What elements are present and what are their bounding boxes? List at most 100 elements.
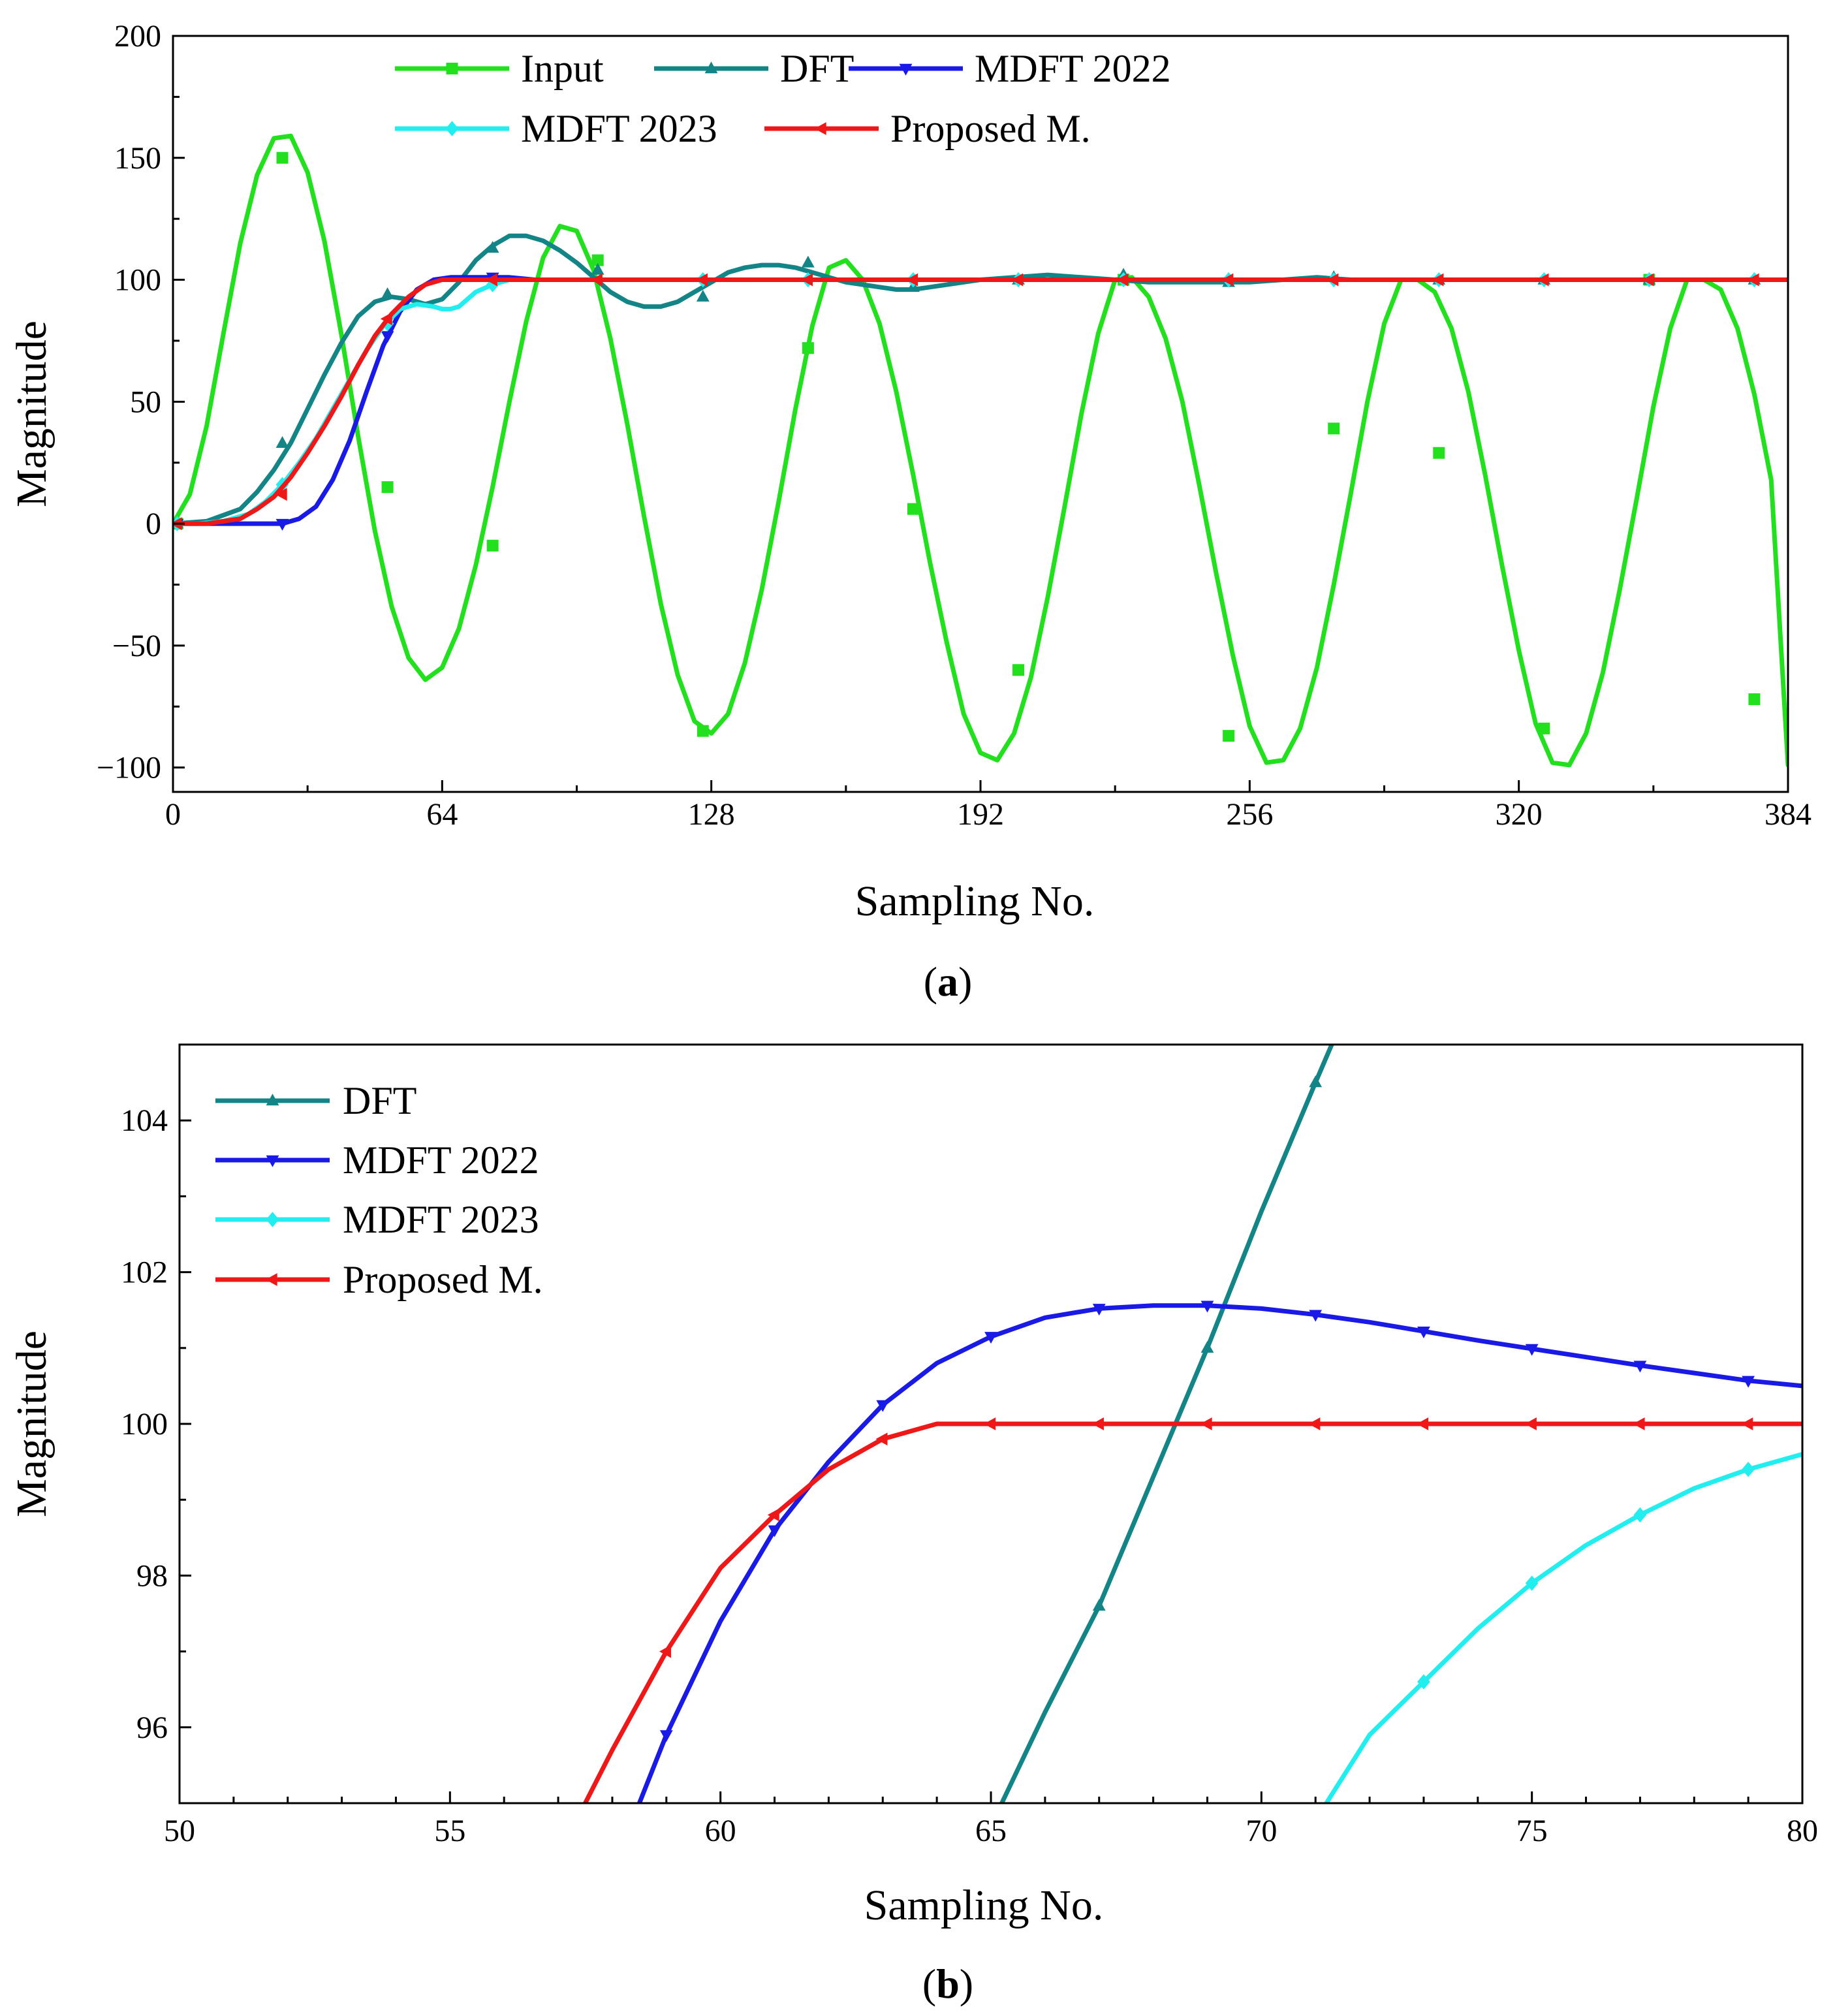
panel-a-y-tick-label-5: 150 xyxy=(114,141,161,176)
panel-a-mdft-2022-marker-1 xyxy=(275,518,289,531)
panel-b-legend-marker-mdft-2022 xyxy=(266,1155,279,1167)
panel-a-legend-marker-input xyxy=(446,63,458,74)
panel-a-y-tick-label-3: 50 xyxy=(130,385,161,419)
panel-a-y-tick-label-2: 0 xyxy=(146,507,161,541)
panel-a-y-axis-title: Magnitude xyxy=(8,321,55,507)
panel-a-label-letter: a xyxy=(937,958,958,1005)
panel-b-y-tick-label-4: 104 xyxy=(121,1103,168,1138)
panel-a-y-tick-label-0: −100 xyxy=(97,751,161,785)
panel-b-dft-marker-1 xyxy=(1200,1341,1214,1353)
panel-a-legend-marker-proposed-m xyxy=(814,122,826,135)
panel-b-y-tick-label-0: 96 xyxy=(136,1710,168,1745)
panel-a-proposed-m-marker-5 xyxy=(695,273,708,287)
panel-a: 0 64 128 192 256 320 384 −100 −50 0 50 100 150 200 In… xyxy=(8,19,1811,1005)
panel-b-x-tick-label-1: 55 xyxy=(434,1814,465,1848)
panel-a-dft-marker-6 xyxy=(801,255,815,268)
panel-b-x-tick-label-4: 70 xyxy=(1246,1814,1277,1848)
panel-a-proposed-m-marker-14 xyxy=(1642,273,1654,287)
panel-b-legend-marker-proposed-m xyxy=(265,1273,277,1286)
panel-b-y-tick-label-3: 102 xyxy=(121,1255,168,1290)
panel-a-legend-item-input: Input xyxy=(395,47,604,90)
panel-b-mdft-2023-marker-0 xyxy=(1417,1674,1430,1690)
panel-b-mdft-2022-marker-8 xyxy=(1525,1344,1539,1356)
panel-b-series xyxy=(583,1045,1802,1803)
panel-a-proposed-m-marker-13 xyxy=(1537,273,1549,287)
panel-a-legend-item-proposed-m: Proposed M. xyxy=(764,107,1091,150)
panel-a-series xyxy=(173,133,1788,768)
panel-b-ticks: 50 55 60 65 70 75 80 96 98 100 102 104 xyxy=(121,1103,1818,1848)
panel-a-input-line xyxy=(173,133,1788,768)
panel-b-proposed-m-marker-1 xyxy=(767,1508,779,1522)
panel-b-label-letter: b xyxy=(936,1961,960,2007)
panel-b-mdft-2022-marker-6 xyxy=(1309,1310,1323,1322)
panel-a-legend-marker-mdft-2022 xyxy=(899,63,913,76)
panel-a-legend-label-mdft-2023: MDFT 2023 xyxy=(521,107,717,150)
panel-b-y-tick-label-2: 100 xyxy=(121,1407,168,1441)
panel-b-proposed-m-marker-6 xyxy=(1308,1417,1321,1430)
panel-a-dft-marker-1 xyxy=(275,436,289,449)
panel-a-input-marker-13 xyxy=(1538,722,1550,734)
panel-a-x-axis-title: Sampling No. xyxy=(855,877,1095,925)
panel-a-proposed-m-marker-10 xyxy=(1221,273,1234,287)
panel-b-mdft-2022-marker-7 xyxy=(1417,1327,1430,1339)
panel-a-proposed-m-marker-2 xyxy=(380,312,392,326)
panel-b-dft-line xyxy=(999,1045,1334,1803)
panel-a-x-tick-label-0: 0 xyxy=(165,797,181,832)
panel-a-ticks: 0 64 128 192 256 320 384 −100 −50 0 50 100 150 200 xyxy=(97,19,1811,832)
panel-b-legend-marker-mdft-2023 xyxy=(266,1212,279,1227)
panel-b-mdft-2022-marker-10 xyxy=(1742,1376,1755,1388)
panel-b-proposed-m-marker-2 xyxy=(875,1432,888,1446)
panel-a-proposed-m-marker-12 xyxy=(1432,273,1444,287)
panel-b-mdft-2022-line xyxy=(636,1303,1802,1803)
panel-a-legend-marker-dft xyxy=(704,61,718,74)
panel-a-y-tick-label-1: −50 xyxy=(112,629,161,663)
panel-b-mdft-2023-marker-3 xyxy=(1742,1462,1755,1477)
panel-b-mdft-2023-marker-2 xyxy=(1633,1507,1647,1523)
panel-a-legend-label-mdft-2022: MDFT 2022 xyxy=(975,47,1171,90)
panel-b-legend-label-dft: DFT xyxy=(343,1079,416,1122)
panel-b-proposed-m-marker-5 xyxy=(1200,1417,1212,1430)
panel-a-legend-item-mdft-2022: MDFT 2022 xyxy=(849,47,1171,90)
panel-a-x-tick-label-5: 320 xyxy=(1496,797,1543,832)
panel-a-series-mdft-2022 xyxy=(173,272,1788,531)
panel-a-input-marker-5 xyxy=(697,725,709,737)
panel-a-proposed-m-marker-6 xyxy=(801,273,813,287)
panel-b-legend-item-mdft-2023: MDFT 2023 xyxy=(215,1198,539,1241)
panel-b-legend-item-mdft-2022: MDFT 2022 xyxy=(215,1139,539,1182)
panel-a-legend-label-proposed-m: Proposed M. xyxy=(890,107,1091,150)
panel-a-series-input xyxy=(173,133,1788,768)
panel-a-mdft-2022-marker-2 xyxy=(381,331,394,343)
panel-a-proposed-m-marker-9 xyxy=(1116,273,1129,287)
panel-a-legend-marker-mdft-2023 xyxy=(445,121,459,136)
panel-a-proposed-m-marker-11 xyxy=(1326,273,1339,287)
panel-b-x-tick-label-2: 60 xyxy=(705,1814,736,1848)
panel-a-input-marker-15 xyxy=(1748,693,1761,706)
panel-b-series-mdft-2023 xyxy=(1324,1452,1802,1803)
panel-a-legend-item-mdft-2023: MDFT 2023 xyxy=(395,107,717,150)
panel-b-series-mdft-2022 xyxy=(636,1300,1802,1803)
panel-b-legend-item-dft: DFT xyxy=(215,1079,416,1122)
panel-a-legend-label-dft: DFT xyxy=(780,47,854,90)
panel-b-legend-item-proposed-m: Proposed M. xyxy=(215,1258,543,1301)
panel-b-x-tick-label-5: 75 xyxy=(1516,1814,1548,1848)
panel-a-proposed-m-marker-7 xyxy=(906,273,918,287)
panel-a-input-marker-3 xyxy=(486,539,499,552)
panel-a-x-tick-label-2: 128 xyxy=(688,797,735,832)
panel-a-dft-marker-3 xyxy=(486,241,499,253)
panel-b-x-tick-label-0: 50 xyxy=(164,1814,195,1848)
panel-a-legend: Input DFT MDFT 2022 MDFT 2023 Proposed M. xyxy=(395,47,1171,150)
panel-b-legend-label-mdft-2023: MDFT 2023 xyxy=(343,1198,539,1241)
panel-b-legend-label-mdft-2022: MDFT 2022 xyxy=(343,1139,539,1182)
panel-a-input-marker-12 xyxy=(1433,447,1445,459)
panel-b-mdft-2022-marker-4 xyxy=(1092,1304,1106,1316)
panel-a-proposed-m-marker-8 xyxy=(1011,273,1024,287)
panel-b-proposed-m-marker-8 xyxy=(1524,1417,1537,1430)
panel-a-mdft-2023-line xyxy=(173,277,1788,526)
panel-b-mdft-2022-marker-0 xyxy=(659,1730,673,1742)
panel-b-mdft-2023-marker-1 xyxy=(1525,1575,1539,1591)
panel-b-y-axis-title: Magnitude xyxy=(8,1331,55,1517)
panel-a-legend-label-input: Input xyxy=(521,47,604,90)
panel-b-mdft-2022-marker-2 xyxy=(876,1400,890,1412)
panel-a-x-tick-label-1: 64 xyxy=(426,797,458,832)
